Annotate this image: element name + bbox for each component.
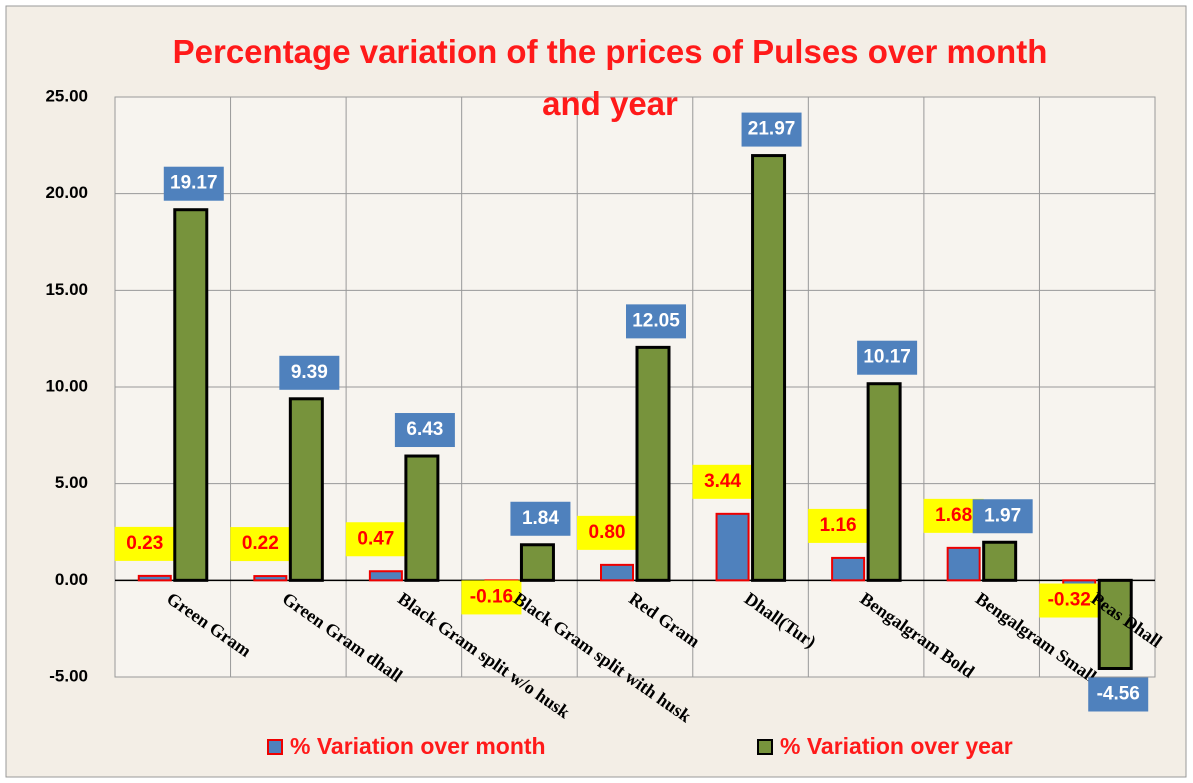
data-label: 3.44: [704, 471, 741, 492]
bar: [406, 456, 438, 580]
bar: [521, 545, 553, 581]
data-label: 1.16: [820, 515, 857, 536]
data-label: -0.16: [470, 586, 513, 607]
data-label: 6.43: [406, 419, 443, 440]
bar: [948, 548, 980, 580]
bar: [868, 384, 900, 581]
data-label: 0.22: [242, 533, 279, 554]
data-label: -0.32: [1048, 590, 1091, 611]
data-label: 1.68: [935, 505, 972, 526]
data-label: 1.97: [984, 505, 1021, 526]
bar: [637, 347, 669, 580]
data-label: 12.05: [632, 310, 680, 331]
bar: [254, 576, 286, 580]
data-label: 9.39: [291, 362, 328, 383]
bar: [370, 571, 402, 580]
y-tick-label: -5.00: [49, 666, 88, 685]
y-tick-label: 25.00: [45, 86, 88, 105]
y-tick-label: 5.00: [55, 473, 88, 492]
data-label: 1.84: [522, 508, 559, 529]
y-tick-label: 10.00: [45, 376, 88, 395]
legend-label: % Variation over month: [290, 733, 546, 759]
data-label: 19.17: [170, 173, 218, 194]
bar: [601, 565, 633, 580]
bar: [984, 542, 1016, 580]
data-label: -4.56: [1097, 684, 1140, 705]
legend-label: % Variation over year: [780, 733, 1013, 759]
bar: [175, 210, 207, 581]
chart-title: Percentage variation of the prices of Pu…: [170, 26, 1050, 130]
data-label: 0.47: [357, 528, 394, 549]
y-tick-label: 0.00: [55, 570, 88, 589]
data-label: 0.80: [589, 522, 626, 543]
bar: [717, 514, 749, 581]
bar: [139, 576, 171, 580]
data-label: 0.23: [126, 533, 163, 554]
bar: [832, 558, 864, 580]
data-label: 10.17: [863, 347, 911, 368]
legend-swatch-month: [268, 740, 282, 754]
bar: [753, 156, 785, 581]
page: -5.00 0.00 5.00 10.00 15.00 20.00 25.00 0.23 19.…: [0, 0, 1193, 783]
y-tick-label: 15.00: [45, 280, 88, 299]
legend-swatch-year: [758, 740, 772, 754]
y-tick-label: 20.00: [45, 183, 88, 202]
bar: [290, 399, 322, 581]
